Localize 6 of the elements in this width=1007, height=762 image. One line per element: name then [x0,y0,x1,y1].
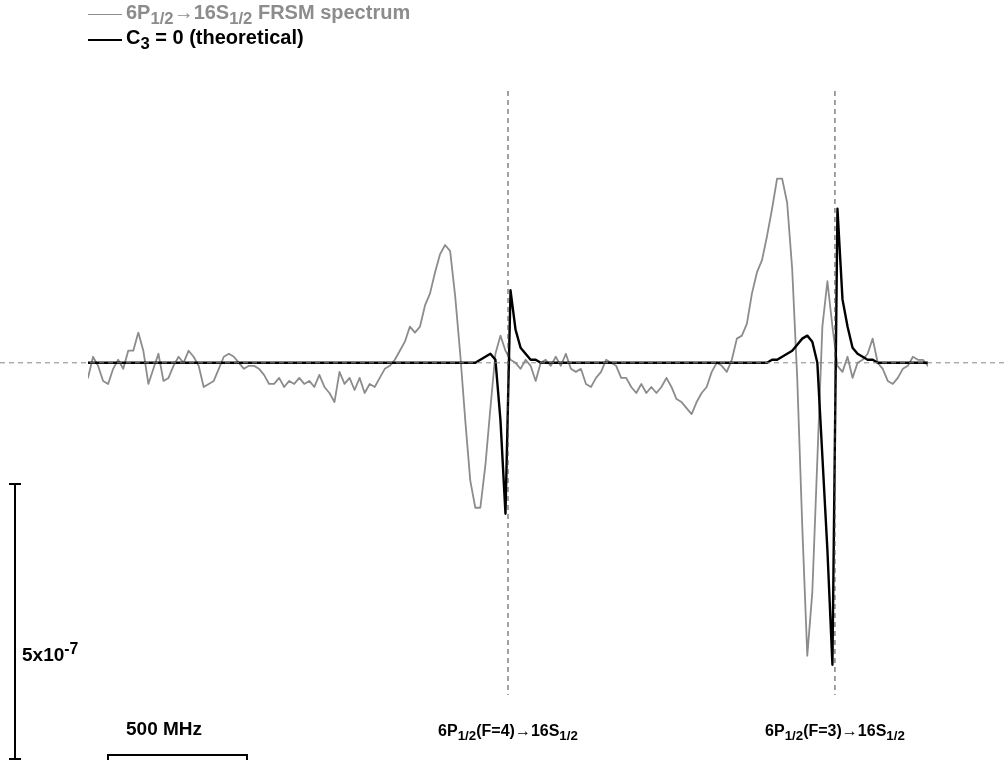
legend-label: 6P$_{1/2}$→16S$_{1/2}$ FRSM spectrum [126,0,411,28]
text: 5x10$^{-7}$ [22,640,79,667]
legend-label: C$_{3}$ = 0 (theoretical) [126,25,304,54]
text: 6P$_{1/2}$(F=4)→16S$_{1/2}$ [438,722,578,744]
text: 500 MHz [126,718,203,740]
text: 6P$_{1/2}$(F=3)→16S$_{1/2}$ [765,722,905,744]
